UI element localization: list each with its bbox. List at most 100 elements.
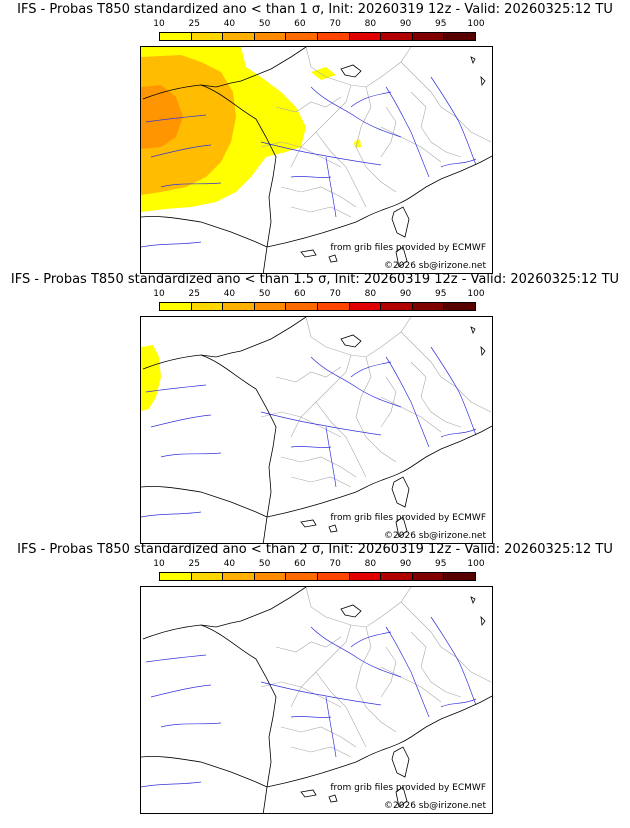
panel-title: IFS - Probas T850 standardized ano < tha… xyxy=(10,272,620,287)
colorbar-tick-label: 100 xyxy=(467,19,485,29)
admin-border xyxy=(355,86,397,193)
river xyxy=(260,411,382,436)
colorbar-tick-label: 60 xyxy=(294,19,306,29)
river xyxy=(160,182,222,188)
colorbar-swatch xyxy=(254,33,287,40)
colorbar-tick-label: 40 xyxy=(223,559,236,569)
river xyxy=(350,631,392,648)
coastline xyxy=(266,486,367,518)
coastline xyxy=(395,246,408,268)
admin-border xyxy=(260,141,342,168)
coastline xyxy=(141,216,268,248)
coastline xyxy=(365,155,492,218)
colorbar-tick-label: 100 xyxy=(467,289,485,299)
coastline xyxy=(480,75,486,87)
map-area: from grib files provided by ECMWF ©2026 … xyxy=(140,316,493,544)
colorbar-tick-label: 95 xyxy=(435,559,447,569)
coastline xyxy=(266,216,367,248)
river xyxy=(430,616,477,706)
map-area: from grib files provided by ECMWF ©2026 … xyxy=(140,586,493,814)
colorbar-swatch xyxy=(381,33,413,40)
colorbar xyxy=(159,302,476,311)
admin-border xyxy=(275,366,342,383)
coastline xyxy=(480,345,486,357)
copyright-credit: ©2026 sb@irizone.net xyxy=(384,531,486,541)
river xyxy=(385,626,430,718)
coastline xyxy=(391,476,410,508)
colorbar xyxy=(159,32,476,41)
colorbar-swatch xyxy=(286,573,318,580)
colorbar-tick-label: 95 xyxy=(435,289,447,299)
colorbar-swatch xyxy=(444,33,475,40)
admin-border xyxy=(305,47,412,88)
river xyxy=(141,241,202,248)
river xyxy=(260,681,382,706)
admin-border xyxy=(290,624,352,708)
colorbar-ticks: 10 25 40 50 60 70 80 90 95 100 xyxy=(153,289,484,301)
admin-border xyxy=(290,476,352,488)
colorbar-swatch xyxy=(223,573,255,580)
river xyxy=(150,144,212,158)
probability-area-yellow xyxy=(141,345,161,411)
grib-credit: from grib files provided by ECMWF xyxy=(330,243,486,253)
colorbar-swatch xyxy=(349,573,382,580)
colorbar-swatch xyxy=(191,573,224,580)
colorbar-tick-label: 70 xyxy=(329,19,341,29)
colorbar-tick-label: 50 xyxy=(258,19,271,29)
admin-border xyxy=(305,317,412,358)
river xyxy=(160,722,222,728)
coastline xyxy=(391,206,410,238)
coastline xyxy=(300,519,317,528)
coastline xyxy=(200,84,277,273)
river xyxy=(325,156,337,218)
coastline xyxy=(328,254,338,263)
coastline xyxy=(365,695,492,758)
colorbar-tick-label: 70 xyxy=(329,289,341,299)
admin-border xyxy=(260,411,342,438)
colorbar-tick-label: 90 xyxy=(399,289,412,299)
grib-credit: from grib files provided by ECMWF xyxy=(330,783,486,793)
colorbar-tick-label: 60 xyxy=(294,559,306,569)
colorbar-tick-label: 90 xyxy=(399,559,412,569)
colorbar xyxy=(159,572,476,581)
colorbar-swatch xyxy=(412,33,445,40)
colorbar-swatch xyxy=(317,573,350,580)
colorbar-ticks: 10 25 40 50 60 70 80 90 95 100 xyxy=(153,19,484,31)
river xyxy=(160,452,222,458)
probability-area-yellow xyxy=(354,139,361,148)
admin-border xyxy=(280,726,357,748)
coastline xyxy=(300,249,317,258)
coastline xyxy=(391,746,410,778)
admin-border xyxy=(380,666,442,703)
river xyxy=(325,696,337,758)
colorbar-tick-label: 80 xyxy=(364,289,377,299)
colorbar-swatch xyxy=(160,33,192,40)
coastline xyxy=(328,794,338,803)
coastline xyxy=(395,516,408,538)
colorbar-swatch xyxy=(223,303,255,310)
coastline xyxy=(328,524,338,533)
colorbar-swatch xyxy=(381,573,413,580)
copyright-credit: ©2026 sb@irizone.net xyxy=(384,261,486,271)
coastline xyxy=(200,624,277,813)
river xyxy=(440,698,477,708)
admin-border xyxy=(260,681,342,708)
coastline xyxy=(470,596,476,605)
admin-border xyxy=(380,646,397,698)
map-panel-3: IFS - Probas T850 standardized ano < tha… xyxy=(0,540,630,816)
admin-border xyxy=(410,91,462,158)
colorbar-tick-label: 60 xyxy=(294,289,306,299)
colorbar-swatch xyxy=(349,303,382,310)
colorbar-tick-label: 80 xyxy=(364,19,377,29)
admin-border xyxy=(400,601,492,683)
panel-title: IFS - Probas T850 standardized ano < tha… xyxy=(17,542,613,557)
colorbar-tick-label: 10 xyxy=(153,559,165,569)
coastline xyxy=(470,56,476,65)
coastline xyxy=(142,587,307,640)
colorbar-swatch xyxy=(191,33,224,40)
colorbar-tick-label: 25 xyxy=(188,559,200,569)
admin-border xyxy=(280,456,357,478)
admin-border xyxy=(400,331,492,413)
admin-border xyxy=(290,206,352,218)
coastline xyxy=(470,326,476,335)
